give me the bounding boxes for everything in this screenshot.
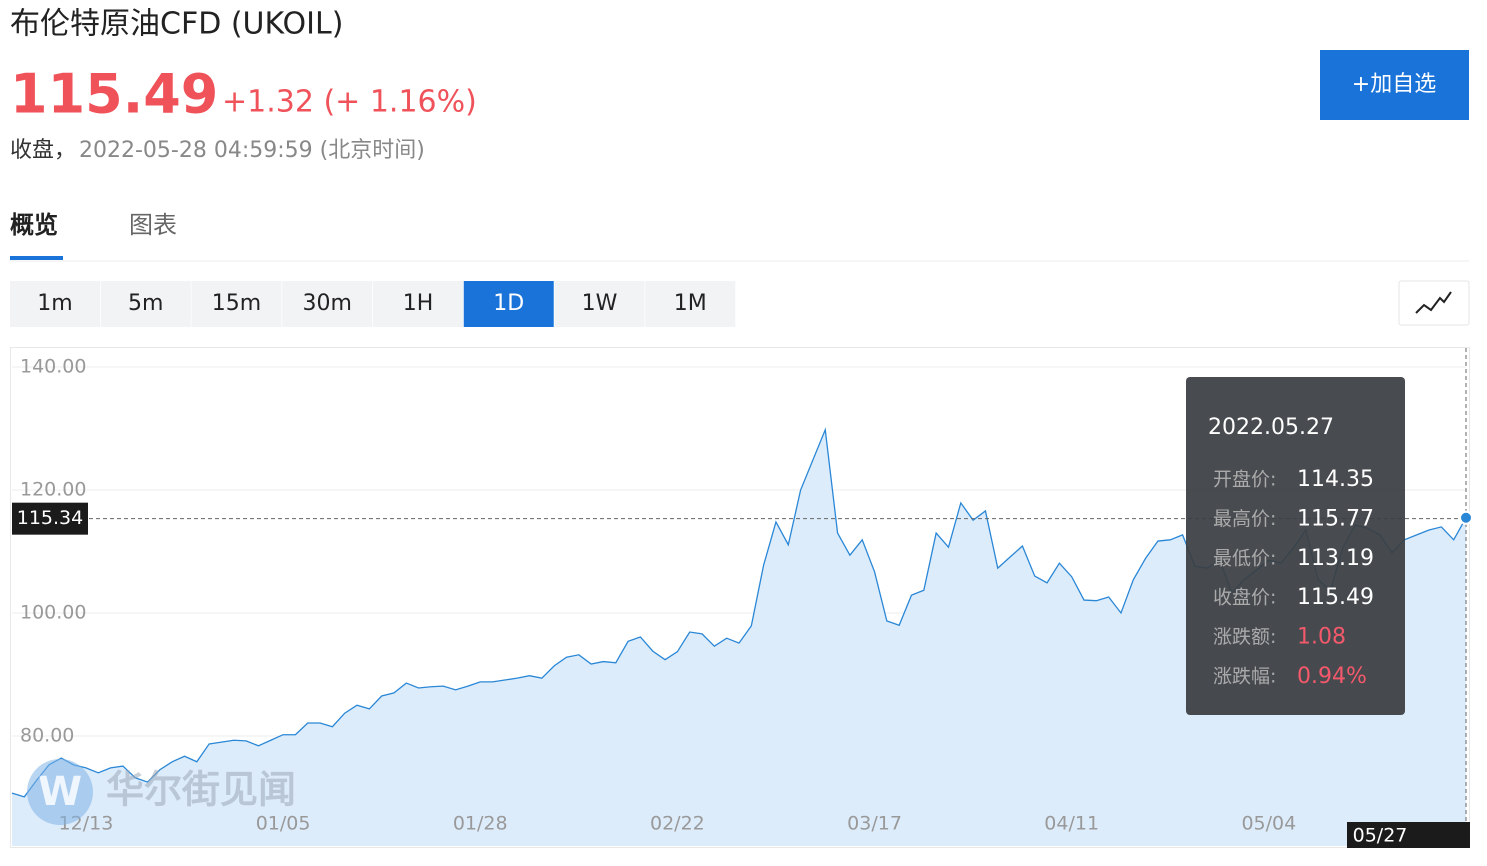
period-label[interactable]: 5m [128,291,163,316]
period-label[interactable]: 15m [212,291,261,316]
watermark-text: 华尔街见闻 [106,768,296,812]
period-button[interactable] [191,281,282,327]
tooltip-label: 最低价: [1213,547,1276,569]
crosshair-y-label: 115.34 [17,507,83,529]
x-tick-label: 01/28 [453,813,508,835]
tab[interactable]: 图表 [129,211,177,239]
watermark-logo-letter: W [38,769,82,815]
period-label[interactable]: 1m [37,291,72,316]
x-tick-label: 01/05 [256,813,311,835]
x-tick-label: 03/17 [847,813,902,835]
crosshair-x-box [1347,822,1470,848]
status-time: 2022-05-28 04:59:59 (北京时间) [79,138,425,163]
x-tick-label: 04/11 [1044,813,1099,835]
x-tick-label: 02/22 [650,813,705,835]
price: 115.49 [10,63,218,126]
tooltip-value: 1.08 [1297,625,1346,650]
tooltip-value: 114.35 [1297,467,1374,492]
change: +1.32 (+ 1.16%) [222,85,477,120]
tooltip-label: 最高价: [1213,508,1276,530]
tooltip-value: 0.94% [1297,664,1367,689]
tooltip-label: 开盘价: [1213,469,1276,491]
watermark: W 华尔街见闻 [27,759,296,825]
tab[interactable]: 概览 [10,211,58,239]
period-button[interactable] [645,281,736,327]
status-label: 收盘， [10,138,76,163]
tooltip-label: 涨跌额: [1213,626,1276,648]
watch-button[interactable] [1320,50,1469,120]
crosshair-y-box [12,502,88,535]
period-label[interactable]: 1W [582,291,618,316]
crosshair-x-label: 05/27 [1353,825,1408,847]
tooltip-value: 113.19 [1297,546,1374,571]
tooltip-label: 涨跌幅: [1213,666,1276,688]
y-tick-label: 120.00 [20,479,86,501]
watch-button-label[interactable]: +加自选 [1352,72,1436,97]
tab-underline [10,256,63,260]
y-tick-label: 100.00 [20,601,86,623]
period-label[interactable]: 1H [403,291,434,316]
period-button[interactable] [373,281,463,327]
period-button[interactable] [463,281,554,327]
chart-type-icon [1415,291,1452,314]
period-label[interactable]: 1M [674,291,707,316]
period-button[interactable] [10,281,100,327]
period-button[interactable] [554,281,645,327]
tooltip [1186,377,1405,715]
tooltip-title: 2022.05.27 [1208,415,1334,440]
tooltip-label: 收盘价: [1213,587,1276,609]
tooltip-value: 115.77 [1297,506,1374,531]
title: 布伦特原油CFD (UKOIL) [10,7,343,42]
period-button[interactable] [282,281,373,327]
x-tick-label: 05/04 [1241,813,1296,835]
period-button[interactable] [100,281,191,327]
y-tick-label: 80.00 [20,724,74,746]
last-point [1459,510,1473,525]
area [12,429,1466,846]
period-label[interactable]: 30m [303,291,352,316]
tooltip-value: 115.49 [1297,585,1374,610]
watermark-logo [27,759,93,825]
chart-type-button[interactable] [1398,280,1470,326]
period-label[interactable]: 1D [493,291,524,316]
y-tick-label: 140.00 [20,356,86,378]
